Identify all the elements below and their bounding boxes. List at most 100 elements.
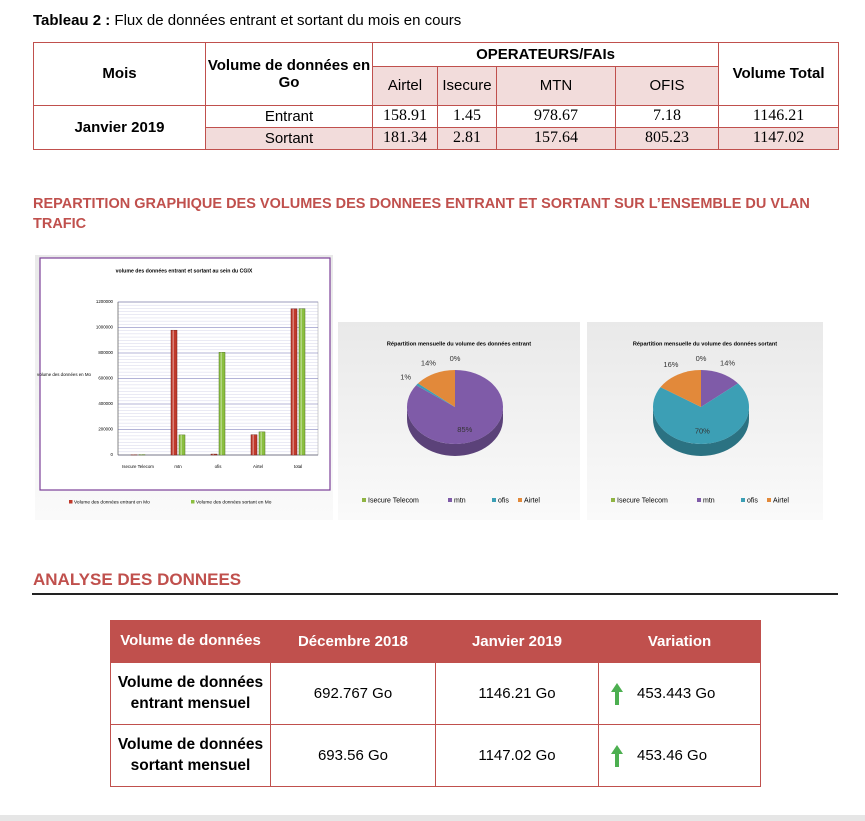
legend-swatch	[69, 500, 73, 504]
total-cell: 1147.02	[718, 127, 840, 150]
row-label: Entrant	[205, 105, 373, 128]
header-row: Airtel Isecure MTN OFIS	[34, 66, 839, 106]
header-row: Mois Volume de données en Go OPERATEURS/…	[33, 42, 840, 106]
header-cell: Décembre 2018	[270, 620, 436, 663]
slice-label: 0%	[696, 354, 707, 363]
bar-highlight	[180, 434, 182, 455]
operator-cell: Isecure	[437, 66, 497, 106]
legend-swatch	[741, 498, 745, 502]
analysis-table: Volume de données Décembre 2018 Janvier …	[110, 620, 761, 787]
up-arrow	[611, 682, 623, 705]
slice-label: 85%	[457, 425, 472, 434]
legend-swatch	[767, 498, 771, 502]
value-cell: 692.767 Go	[270, 662, 436, 725]
variation-text: 453.443 Go	[637, 684, 716, 702]
caption-label: Tableau 2 :	[33, 12, 111, 29]
legend-label: Airtel	[773, 497, 789, 504]
legend-label: Volume des données sortant en Mo	[196, 499, 272, 505]
legend-label: ofis	[747, 497, 758, 504]
data-row: Volume de données entrant mensuel 692.76…	[110, 662, 761, 725]
caption: Tableau 2 : Flux de données entrant et s…	[33, 12, 461, 29]
y-tick-label: 1000000	[96, 325, 114, 330]
path	[611, 744, 623, 767]
legend-swatch	[492, 498, 496, 502]
section-title: REPARTITION GRAPHIQUE DES VOLUMES DES DO…	[33, 196, 810, 233]
slice-label: 0%	[450, 354, 461, 363]
legend-label: Isecure Telecom	[368, 497, 419, 504]
section-title: ANALYSE DES DONNEES	[33, 570, 242, 589]
slice-label: 70%	[695, 427, 710, 436]
x-tick-label: ofis	[215, 464, 223, 469]
x-tick-label: Isecure Telecom	[122, 464, 154, 469]
legend-swatch	[362, 498, 366, 502]
bar	[258, 431, 266, 456]
header-cell: Variation	[598, 620, 761, 663]
pie-side	[653, 407, 749, 456]
data-row: Sortant 181.34 2.81 157.64 805.23 1147.0…	[34, 127, 840, 150]
bar	[290, 308, 298, 456]
operator-cell: OFIS	[614, 66, 720, 106]
bar	[178, 434, 186, 456]
operator-cell: MTN	[496, 66, 616, 106]
value-cell: 158.91	[372, 105, 438, 128]
header-cell: Volume de données en Go	[205, 42, 373, 106]
bar-highlight	[220, 352, 222, 455]
legend-label: Volume des données entrant en Mo	[74, 499, 150, 505]
y-tick-label: 600000	[98, 376, 113, 381]
bar-highlight	[252, 434, 254, 455]
legend-label: mtn	[454, 497, 466, 504]
legend-label: Airtel	[524, 497, 540, 504]
header-row: Volume de données Décembre 2018 Janvier …	[110, 620, 761, 663]
total-cell: 1146.21	[718, 105, 840, 128]
pie-slice	[416, 383, 455, 407]
bar-highlight	[212, 454, 214, 455]
bar-highlight	[292, 308, 294, 455]
legend-label: mtn	[703, 497, 715, 504]
value-cell: 1.45	[437, 105, 497, 128]
y-tick-label: 0	[111, 452, 114, 457]
slice-label: 1%	[400, 373, 411, 382]
value-cell: 805.23	[614, 127, 720, 150]
pie-slice	[660, 370, 701, 407]
pie-chart: Répartition mensuelle du volume des donn…	[338, 322, 580, 520]
bar	[170, 329, 178, 456]
pie-slice	[418, 370, 455, 407]
variation-cell: 453.443 Go	[598, 662, 761, 725]
chart-title: volume des données entrant et sortant au…	[116, 268, 253, 274]
y-tick-label: 400000	[98, 401, 113, 406]
y-tick-label: 800000	[98, 350, 113, 355]
y-tick-label: 1200000	[96, 299, 114, 304]
bar-highlight	[300, 308, 302, 455]
tbody: Mois Volume de données en Go OPERATEURS/…	[33, 42, 840, 150]
pie-side	[407, 407, 503, 456]
header-cell: OPERATEURS/FAIs	[371, 42, 720, 67]
section-rule	[32, 593, 838, 595]
pie-chart: Répartition mensuelle du volume des donn…	[587, 322, 823, 520]
slice-label: 16%	[663, 360, 678, 369]
bar-chart: volume des données entrant et sortant au…	[35, 255, 333, 520]
legend-swatch	[518, 498, 522, 502]
value-cell: 693.56 Go	[270, 724, 436, 787]
value-cell: 7.18	[614, 105, 720, 128]
bar	[250, 434, 258, 456]
header-cell: Janvier 2019	[435, 620, 599, 663]
x-tick-label: Airtel	[253, 464, 263, 469]
chart-title: Répartition mensuelle du volume des donn…	[387, 341, 531, 347]
tbody: Volume de données entrant mensuel 692.76…	[110, 662, 761, 787]
y-axis-label: volume des données en Mo	[37, 372, 91, 377]
value-cell: 978.67	[496, 105, 616, 128]
page-footer	[0, 815, 865, 821]
row-label: Volume de données entrant mensuel	[110, 662, 271, 725]
operator-cell: Airtel	[372, 66, 438, 106]
bar-highlight	[172, 330, 174, 455]
bar-highlight	[260, 431, 262, 455]
thead: Volume de données Décembre 2018 Janvier …	[110, 620, 761, 663]
value-cell: 1146.21 Go	[435, 662, 599, 725]
legend-label: Isecure Telecom	[617, 497, 668, 504]
slice-label: 14%	[720, 358, 735, 367]
x-tick-label: mtn	[174, 464, 182, 469]
value-cell: 2.81	[437, 127, 497, 150]
bar	[218, 352, 226, 456]
legend-swatch	[697, 498, 701, 502]
